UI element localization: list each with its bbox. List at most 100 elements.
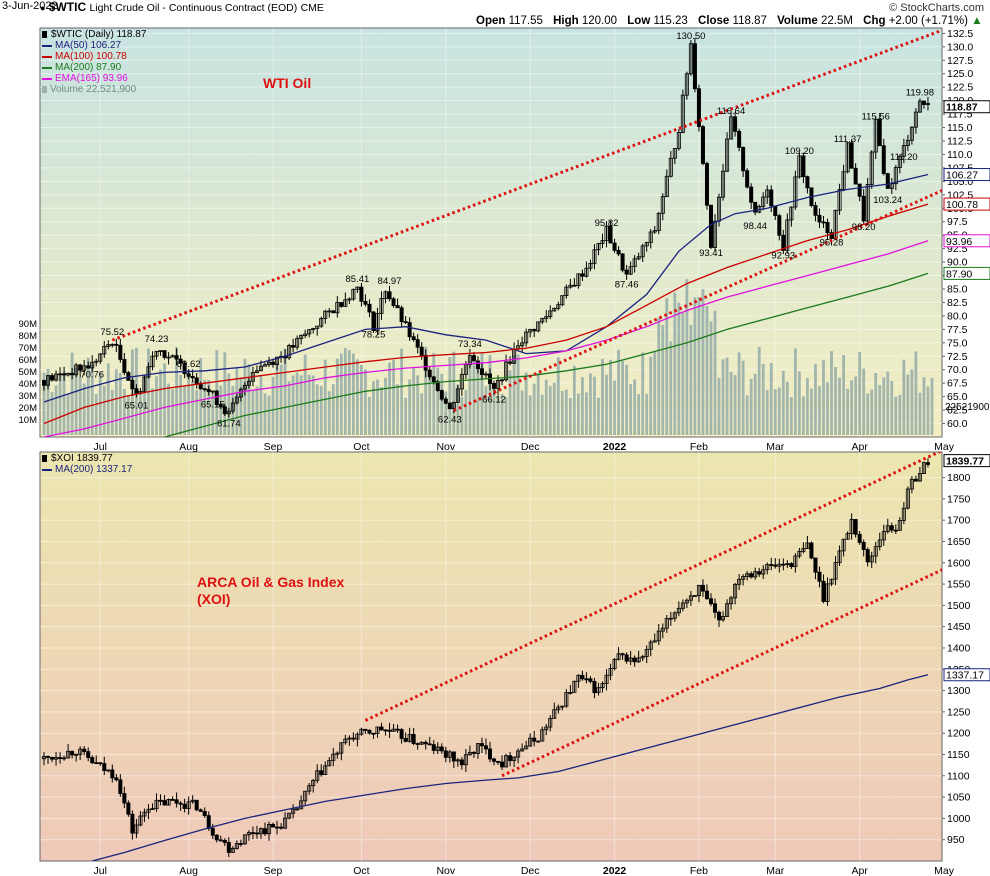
candle-body xyxy=(853,519,858,535)
candle-body xyxy=(134,388,139,394)
x-tick-label: Mar xyxy=(766,441,785,453)
volume-bar xyxy=(818,386,821,435)
y-tick-label: 65.0 xyxy=(947,391,968,403)
volume-bar xyxy=(404,397,408,435)
last-value-tag xyxy=(943,454,990,468)
candle-body xyxy=(74,364,79,376)
x-tick-label: 2022 xyxy=(603,441,627,453)
volume-bar xyxy=(882,377,886,435)
candle-body xyxy=(403,738,408,742)
volume-bar xyxy=(528,395,532,435)
price-label: 109.20 xyxy=(785,146,814,157)
candle-body xyxy=(74,753,79,756)
watermark: © StockCharts.com xyxy=(889,2,984,14)
volume-bar xyxy=(629,384,633,435)
volume-bar xyxy=(918,392,922,435)
volume-bar xyxy=(110,389,114,435)
y-tick-label: 80.0 xyxy=(947,310,968,322)
candle-body xyxy=(696,88,701,128)
candle-body xyxy=(186,373,191,377)
candle-body xyxy=(861,195,866,222)
candle-body xyxy=(624,269,629,275)
candle-body xyxy=(797,550,802,557)
x-tick-label: Sep xyxy=(264,441,283,453)
volume-bar xyxy=(709,321,713,435)
candle-body xyxy=(459,373,464,390)
x-tick-label: Apr xyxy=(851,441,868,453)
y-tick-label: 1400 xyxy=(947,642,971,654)
candle-body xyxy=(178,358,183,364)
volume-bar xyxy=(424,346,428,435)
volume-bar xyxy=(520,390,524,435)
candle-body xyxy=(536,321,541,332)
y-tick-label: 130.0 xyxy=(947,41,973,53)
volume-bar xyxy=(360,364,363,435)
candle-body xyxy=(242,384,247,390)
candle-body xyxy=(801,548,806,552)
open-value: 117.55 xyxy=(508,15,543,27)
volume-bar xyxy=(343,347,347,435)
candle-body xyxy=(50,756,55,760)
volume-bar xyxy=(532,383,536,435)
candle-body xyxy=(407,733,412,742)
candle-body xyxy=(206,815,211,829)
candle-body xyxy=(254,832,259,835)
y-tick-label: 112.5 xyxy=(947,136,973,148)
candle-body xyxy=(463,754,468,766)
legend-swatch xyxy=(42,31,47,38)
volume-bar xyxy=(299,375,303,435)
volume-bar xyxy=(271,376,275,435)
candle-body xyxy=(379,726,384,731)
candle-body xyxy=(70,750,75,756)
candle-body xyxy=(214,834,219,841)
candle-body xyxy=(845,142,850,173)
volume-bar xyxy=(219,385,223,435)
candle-body xyxy=(648,231,653,243)
last-value-text: 118.87 xyxy=(946,102,978,114)
volume-tick-label: 60M xyxy=(19,355,38,366)
candle-body xyxy=(508,755,513,762)
volume-bar xyxy=(412,367,416,435)
candle-body xyxy=(656,630,661,642)
candle-body xyxy=(556,706,561,711)
candle-body xyxy=(624,654,629,662)
candle-body xyxy=(146,366,151,378)
volume-bar xyxy=(46,369,50,435)
volume-bar xyxy=(633,379,637,435)
candle-body xyxy=(909,478,914,490)
candle-body xyxy=(323,310,328,319)
candle-body xyxy=(295,808,300,811)
candle-body xyxy=(319,318,324,327)
candle-body xyxy=(311,328,316,331)
volume-bar xyxy=(878,385,882,435)
candle-body xyxy=(467,751,472,756)
volume-bar xyxy=(797,371,801,435)
volume-bar xyxy=(785,381,789,435)
price-label: 87.46 xyxy=(615,280,639,291)
candle-body xyxy=(805,176,810,189)
candle-body xyxy=(226,842,231,853)
volume-bar xyxy=(287,381,291,435)
candle-body xyxy=(620,253,625,271)
candle-body xyxy=(142,811,147,817)
legend-text: MA(200) 1337.17 xyxy=(55,464,133,475)
y-tick-label: 97.5 xyxy=(947,216,968,228)
volume-bar xyxy=(356,359,359,435)
volume-bar xyxy=(536,372,540,435)
volume-bar xyxy=(171,389,174,435)
volume-bar xyxy=(922,377,926,435)
candle-body xyxy=(636,256,641,260)
candle-body xyxy=(733,583,738,599)
candle-body xyxy=(668,617,673,620)
candle-body xyxy=(250,832,255,834)
candle-body xyxy=(142,376,147,392)
candle-body xyxy=(765,189,770,198)
candle-body xyxy=(174,355,179,360)
candle-body xyxy=(504,361,509,381)
candle-body xyxy=(733,116,738,132)
volume-bar xyxy=(512,355,516,435)
volume-bar xyxy=(315,384,319,435)
candle-body xyxy=(496,380,501,389)
y-tick-label: 110.0 xyxy=(947,149,973,161)
candle-body xyxy=(190,799,195,803)
